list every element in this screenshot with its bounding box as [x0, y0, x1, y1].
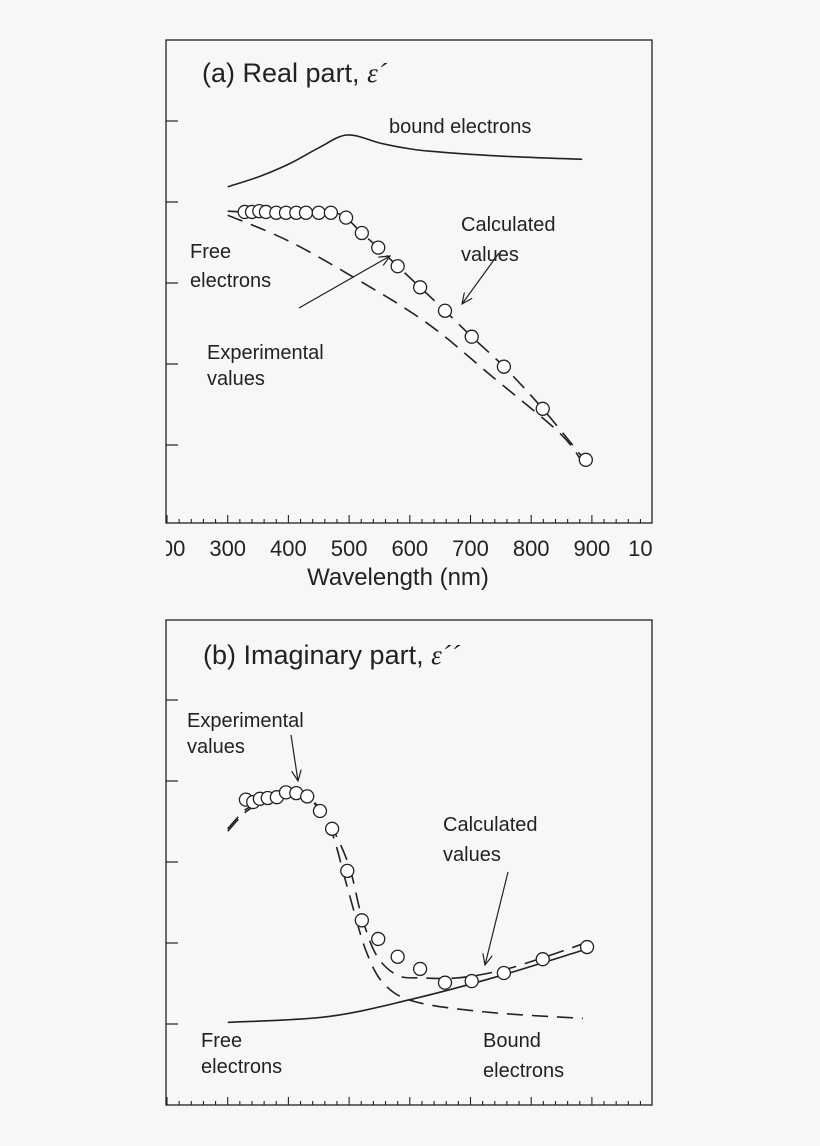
x-tick-label: 800	[513, 536, 550, 561]
experimental-point	[300, 789, 315, 804]
experimental-point	[323, 205, 339, 220]
arrow-experimental-b	[290, 734, 298, 781]
experimental-point	[496, 965, 512, 981]
experimental-point	[390, 259, 405, 274]
experimental-point	[496, 359, 512, 374]
panel-b: (b) Imaginary part, ε´´ Experimental val…	[165, 619, 653, 1106]
arrow-calculated-a	[462, 252, 500, 304]
experimental-point	[311, 205, 326, 220]
experimental-point	[338, 210, 354, 225]
experimental-point	[354, 913, 369, 928]
label-free-electrons-1: Free	[190, 241, 231, 263]
label-experimental-2: values	[207, 368, 265, 390]
x-tick-label: 600	[391, 536, 428, 561]
x-tick-label: 300	[209, 536, 246, 561]
experimental-point	[464, 329, 479, 344]
x-tick-label: 900	[574, 536, 611, 561]
experimental-point	[371, 931, 386, 947]
panel-a-title: (a) Real part, ε´	[202, 58, 388, 88]
experimental-point	[412, 961, 428, 977]
panel-a: (a) Real part, ε´ bound electrons Free e…	[149, 39, 677, 591]
experimental-point	[437, 975, 453, 990]
experimental-point	[535, 401, 550, 416]
x-tick-label: 500	[331, 536, 368, 561]
label-experimental-b-2: values	[187, 736, 245, 758]
label-calculated-b-1: Calculated	[443, 814, 538, 836]
experimental-point	[371, 240, 386, 255]
label-bound-electrons-b-1: Bound	[483, 1030, 541, 1052]
x-tick-labels: 200 300 400 500 600 700 800 900 1000	[149, 536, 677, 561]
experimental-point	[354, 225, 369, 241]
experimental-point	[324, 821, 340, 836]
experimental-point	[437, 303, 453, 318]
experimental-point	[579, 939, 595, 955]
x-tick-label: 400	[270, 536, 307, 561]
x-tick-label: 1000	[628, 536, 677, 561]
plot-frame-b	[165, 619, 653, 1106]
panel-b-title: (b) Imaginary part, ε´´	[203, 640, 461, 670]
experimental-point	[535, 952, 550, 967]
label-calculated-2: values	[461, 244, 519, 266]
ticks-a	[166, 120, 642, 523]
series-a	[227, 134, 593, 467]
ticks-b	[166, 699, 642, 1105]
label-experimental-1: Experimental	[207, 342, 324, 364]
experimental-point	[390, 949, 405, 964]
label-calculated-1: Calculated	[461, 214, 556, 236]
arrow-experimental-a	[298, 256, 390, 309]
label-free-electrons-2: electrons	[190, 270, 271, 292]
solid-curve	[227, 134, 583, 188]
solid-curve	[227, 949, 584, 1024]
experimental-point	[340, 863, 355, 879]
label-bound-electrons: bound electrons	[389, 116, 531, 138]
experimental-point	[464, 973, 479, 989]
label-calculated-b-2: values	[443, 844, 501, 866]
dashed-curve	[227, 214, 584, 464]
x-tick-label: 700	[452, 536, 489, 561]
series-b	[227, 785, 595, 1024]
experimental-point	[412, 280, 428, 295]
arrow-calculated-b	[485, 871, 509, 965]
label-free-electrons-b-1: Free	[201, 1030, 242, 1052]
experimental-point	[298, 205, 314, 220]
x-axis-label: Wavelength (nm)	[307, 564, 489, 591]
experimental-point	[578, 452, 593, 467]
label-free-electrons-b-2: electrons	[201, 1056, 282, 1078]
label-bound-electrons-b-2: electrons	[483, 1060, 564, 1082]
x-tick-label: 200	[149, 536, 186, 561]
label-experimental-b-1: Experimental	[187, 710, 304, 732]
experimental-point	[312, 803, 328, 819]
